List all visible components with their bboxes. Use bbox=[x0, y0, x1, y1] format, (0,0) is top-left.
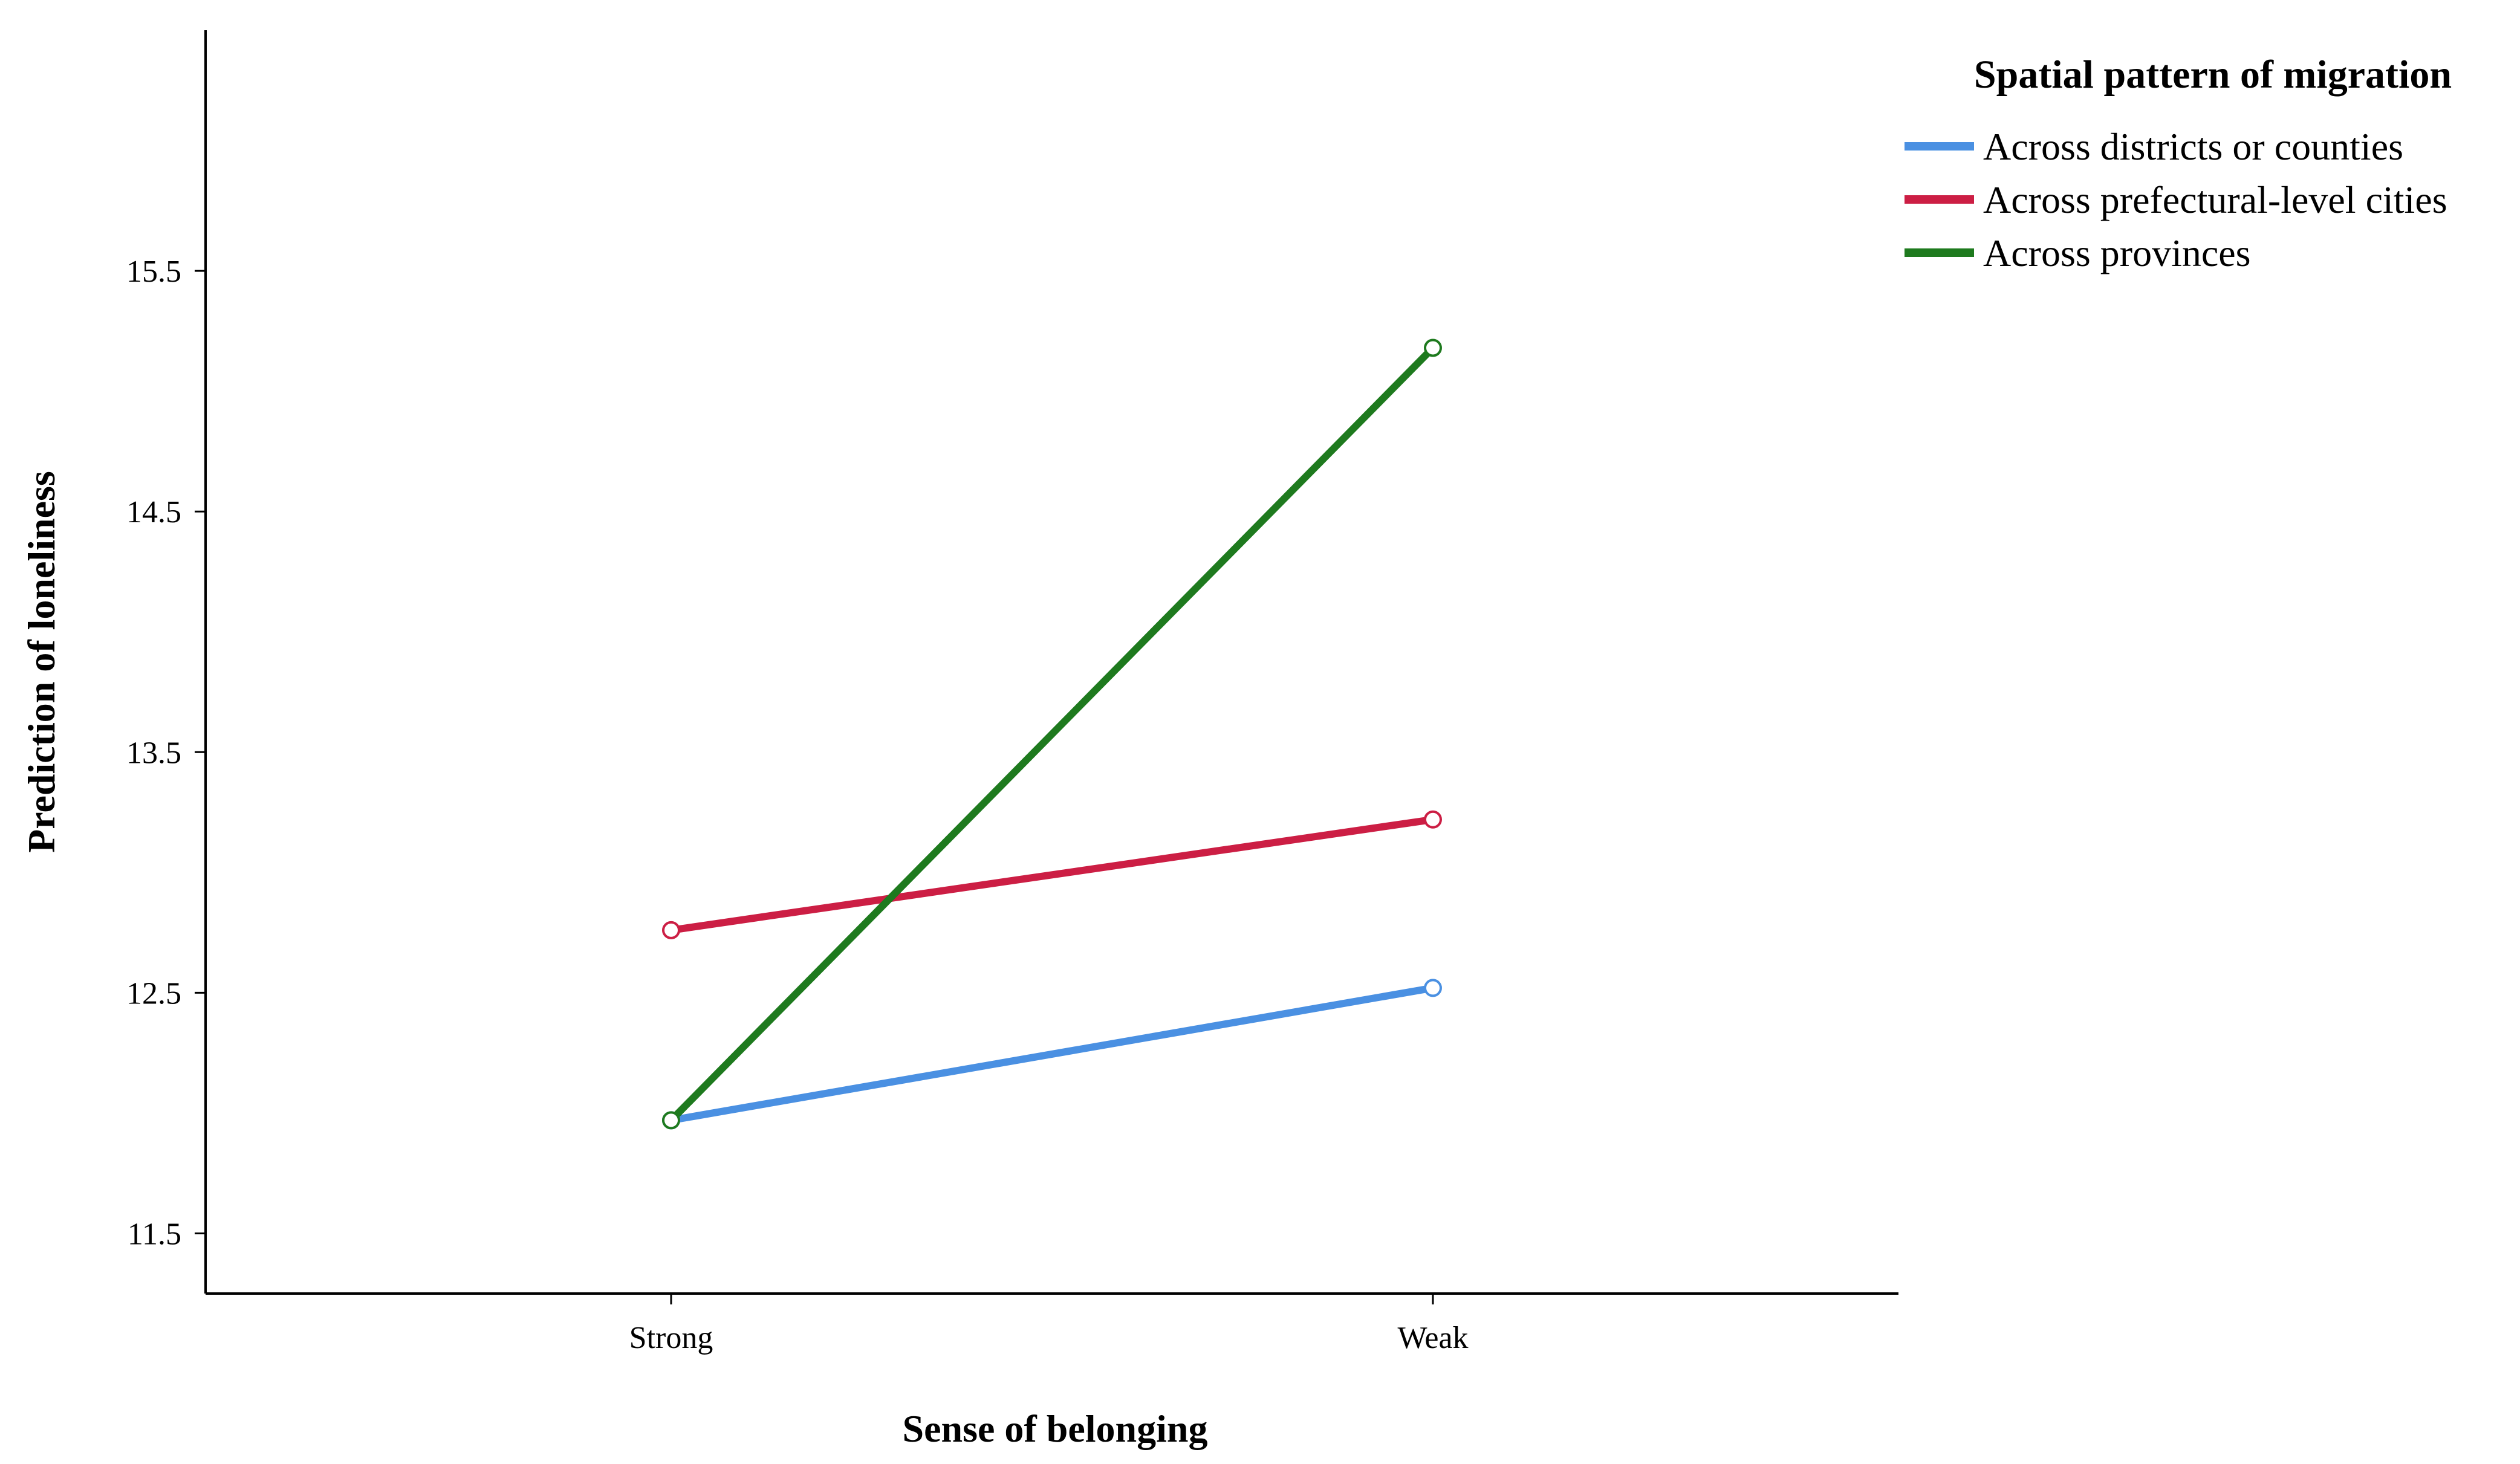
y-axis-title: Prediction of loneliness bbox=[20, 471, 63, 853]
series-line-2 bbox=[667, 815, 1437, 934]
y-tick-label: 14.5 bbox=[126, 495, 181, 530]
series-marker bbox=[1424, 810, 1442, 829]
y-tick-label: 15.5 bbox=[126, 254, 181, 289]
y-ticks: 11.5 12.5 13.5 14.5 15.5 bbox=[126, 254, 206, 1251]
series-marker bbox=[662, 921, 680, 939]
legend-title: Spatial pattern of migration bbox=[1974, 53, 2452, 97]
x-tick-label: Strong bbox=[629, 1321, 713, 1355]
legend-label: Across provinces bbox=[1983, 232, 2251, 274]
y-tick-label: 11.5 bbox=[128, 1217, 181, 1251]
series-marker bbox=[1424, 979, 1442, 997]
series-marker bbox=[662, 1111, 680, 1130]
series-lines bbox=[662, 338, 1442, 1130]
legend-label: Across districts or counties bbox=[1983, 125, 2403, 168]
x-ticks: Strong Weak bbox=[629, 1294, 1469, 1355]
legend-items: Across districts or counties Across prefe… bbox=[1905, 125, 2447, 274]
series-line-3 bbox=[667, 344, 1437, 1124]
y-tick-label: 13.5 bbox=[126, 736, 181, 770]
x-axis-title: Sense of belonging bbox=[903, 1407, 1208, 1450]
axes bbox=[204, 30, 1898, 1295]
legend: Spatial pattern of migration Across dist… bbox=[1905, 53, 2452, 274]
series-marker bbox=[1424, 338, 1442, 357]
series-line-1 bbox=[667, 984, 1437, 1124]
x-tick-label: Weak bbox=[1397, 1321, 1468, 1355]
legend-label: Across prefectural-level cities bbox=[1983, 178, 2447, 221]
y-tick-label: 12.5 bbox=[126, 976, 181, 1011]
